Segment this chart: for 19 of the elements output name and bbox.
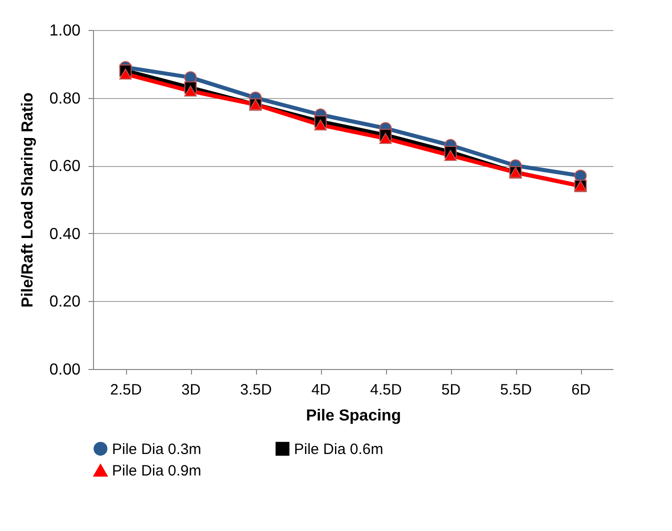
x-tick-label: 2.5D: [110, 382, 142, 398]
x-tick-label: 3.5D: [240, 382, 272, 398]
x-tick-label: 5D: [441, 382, 461, 398]
y-axis-title: Pile/Raft Load Sharing Ratio: [19, 92, 36, 308]
x-tick-label: 6D: [571, 382, 591, 398]
y-tick-label: 1.00: [49, 22, 81, 40]
x-tick-label: 5.5D: [500, 382, 532, 398]
x-axis-title: Pile Spacing: [306, 408, 402, 424]
y-tick-label: 0.80: [49, 90, 81, 108]
legend-label: Pile Dia 0.9m: [112, 462, 202, 480]
x-tick-label: 4.5D: [370, 382, 402, 398]
y-tick-label: 0.20: [49, 294, 81, 311]
legend-label: Pile Dia 0.3m: [112, 440, 202, 458]
y-tick-label: 0.00: [49, 362, 81, 378]
x-tick-label: 3D: [181, 382, 201, 398]
y-tick-label: 0.60: [49, 158, 81, 176]
y-tick-label: 0.40: [49, 226, 81, 243]
legend-label: Pile Dia 0.6m: [294, 440, 384, 458]
x-tick-label: 4D: [311, 382, 331, 398]
